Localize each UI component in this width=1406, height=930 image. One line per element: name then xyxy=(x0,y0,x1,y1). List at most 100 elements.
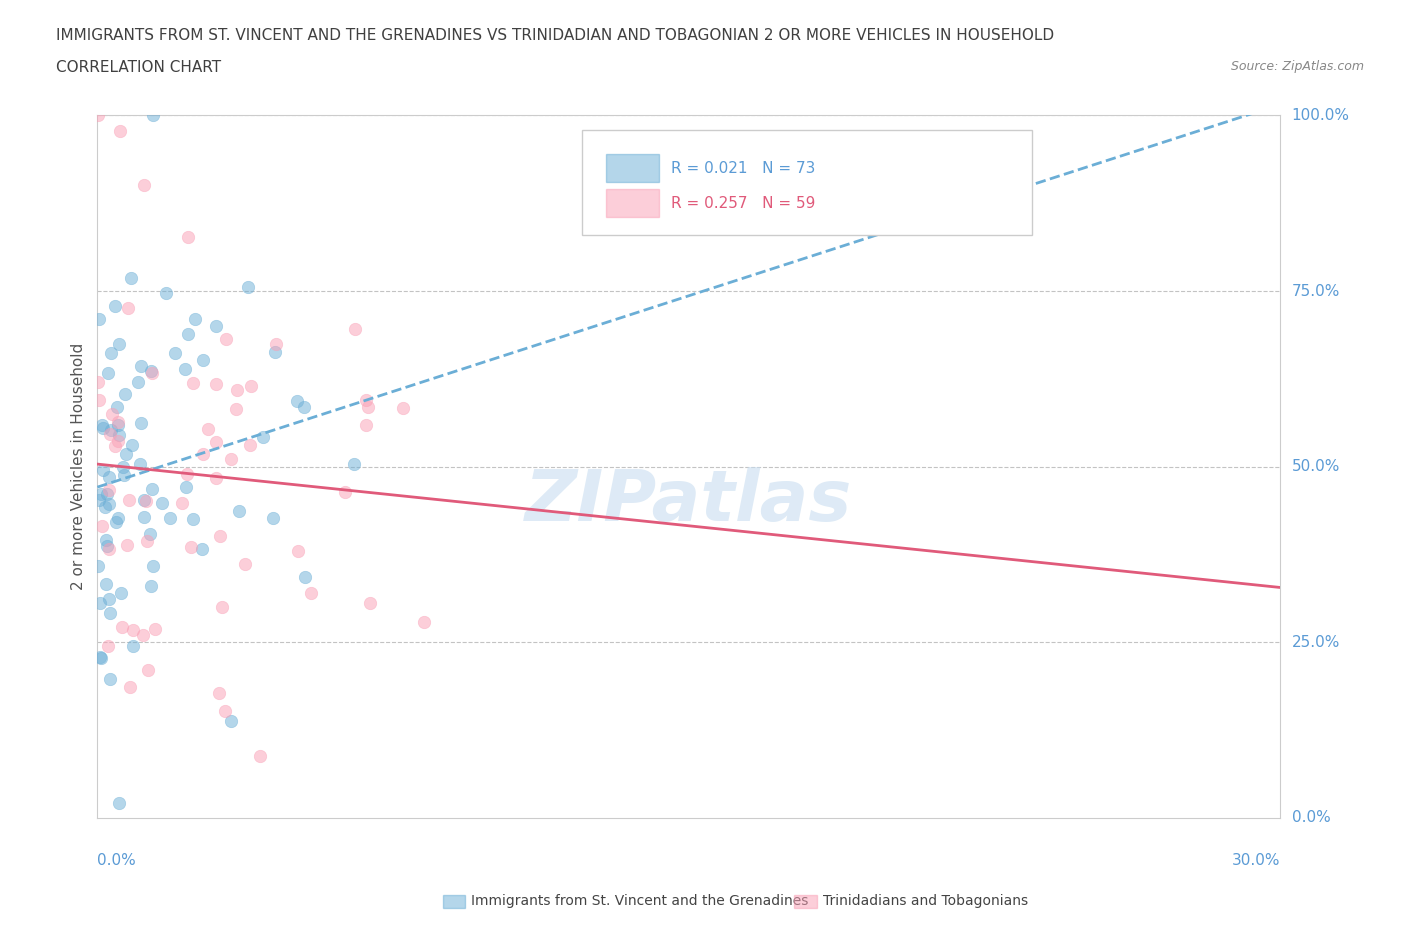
Point xyxy=(131,359,153,374)
Point xyxy=(96,538,118,553)
Point xyxy=(142,108,165,123)
Point xyxy=(412,614,434,629)
Point xyxy=(208,685,231,700)
Point xyxy=(262,511,284,525)
Point xyxy=(357,399,380,414)
Point xyxy=(155,286,177,300)
Point xyxy=(181,512,204,526)
Point xyxy=(359,595,381,610)
Point xyxy=(294,570,316,585)
Point xyxy=(176,466,198,481)
Point xyxy=(132,178,155,193)
Point xyxy=(208,529,231,544)
Point xyxy=(91,462,114,477)
Point xyxy=(287,544,309,559)
Point xyxy=(132,492,155,507)
Point xyxy=(107,415,129,430)
Text: 0.0%: 0.0% xyxy=(97,853,136,868)
Point xyxy=(120,271,142,286)
Point xyxy=(136,662,159,677)
Text: 0.0%: 0.0% xyxy=(1292,810,1330,825)
Point xyxy=(177,326,200,341)
Point xyxy=(225,402,247,417)
Point xyxy=(96,577,118,591)
Text: 100.0%: 100.0% xyxy=(1292,108,1350,123)
Point xyxy=(225,383,247,398)
Point xyxy=(86,558,108,573)
Point xyxy=(98,497,121,512)
Point xyxy=(96,533,118,548)
Point xyxy=(142,559,165,574)
Text: R = 0.021   N = 73: R = 0.021 N = 73 xyxy=(671,161,815,176)
Point xyxy=(141,578,163,593)
Point xyxy=(100,346,122,361)
Point xyxy=(118,493,141,508)
Point xyxy=(211,600,233,615)
Point xyxy=(105,400,128,415)
Point xyxy=(89,596,111,611)
Text: CORRELATION CHART: CORRELATION CHART xyxy=(56,60,221,75)
Point xyxy=(97,639,120,654)
Point xyxy=(96,486,118,501)
Point xyxy=(240,379,263,393)
Point xyxy=(356,418,378,432)
Point xyxy=(90,418,112,432)
Point xyxy=(252,430,274,445)
FancyBboxPatch shape xyxy=(606,154,659,182)
Point xyxy=(129,416,152,431)
Text: 50.0%: 50.0% xyxy=(1292,459,1340,474)
Point xyxy=(204,434,226,449)
Point xyxy=(115,446,138,461)
Point xyxy=(184,312,207,326)
Point xyxy=(107,417,129,432)
Point xyxy=(98,427,121,442)
Point xyxy=(121,437,143,452)
Point xyxy=(110,585,132,600)
Point xyxy=(141,365,163,380)
Point xyxy=(150,496,173,511)
Point xyxy=(120,679,142,694)
Point xyxy=(191,352,214,367)
Point xyxy=(177,230,200,245)
Point xyxy=(143,621,166,636)
Text: Immigrants from St. Vincent and the Grenadines: Immigrants from St. Vincent and the Gren… xyxy=(471,894,808,909)
Point xyxy=(299,585,322,600)
Point xyxy=(89,493,111,508)
Point xyxy=(135,533,157,548)
Point xyxy=(117,300,139,315)
Point xyxy=(172,495,194,510)
Point xyxy=(98,591,121,606)
Point xyxy=(165,346,187,361)
Point xyxy=(392,400,415,415)
Point xyxy=(214,704,236,719)
Point xyxy=(264,345,287,360)
Point xyxy=(233,556,256,571)
Point xyxy=(219,451,242,466)
Point xyxy=(239,437,262,452)
Point xyxy=(90,487,112,502)
Point xyxy=(141,364,163,379)
Point xyxy=(343,457,366,472)
Point xyxy=(108,427,131,442)
Point xyxy=(105,514,128,529)
Point xyxy=(215,331,238,346)
Point xyxy=(97,483,120,498)
Point xyxy=(91,519,114,534)
Point xyxy=(190,541,212,556)
Text: Trinidadians and Tobagonians: Trinidadians and Tobagonians xyxy=(823,894,1028,909)
Text: IMMIGRANTS FROM ST. VINCENT AND THE GRENADINES VS TRINIDADIAN AND TOBAGONIAN 2 O: IMMIGRANTS FROM ST. VINCENT AND THE GREN… xyxy=(56,28,1054,43)
Point xyxy=(94,499,117,514)
Point xyxy=(249,749,271,764)
Point xyxy=(111,620,134,635)
Text: 25.0%: 25.0% xyxy=(1292,634,1340,650)
Point xyxy=(219,713,242,728)
Point xyxy=(205,471,228,485)
Point xyxy=(344,321,367,336)
FancyBboxPatch shape xyxy=(606,189,659,218)
Point xyxy=(108,795,131,810)
Point xyxy=(180,540,202,555)
Point xyxy=(98,671,121,686)
Point xyxy=(117,538,139,552)
Point xyxy=(114,386,136,401)
Point xyxy=(107,511,129,525)
